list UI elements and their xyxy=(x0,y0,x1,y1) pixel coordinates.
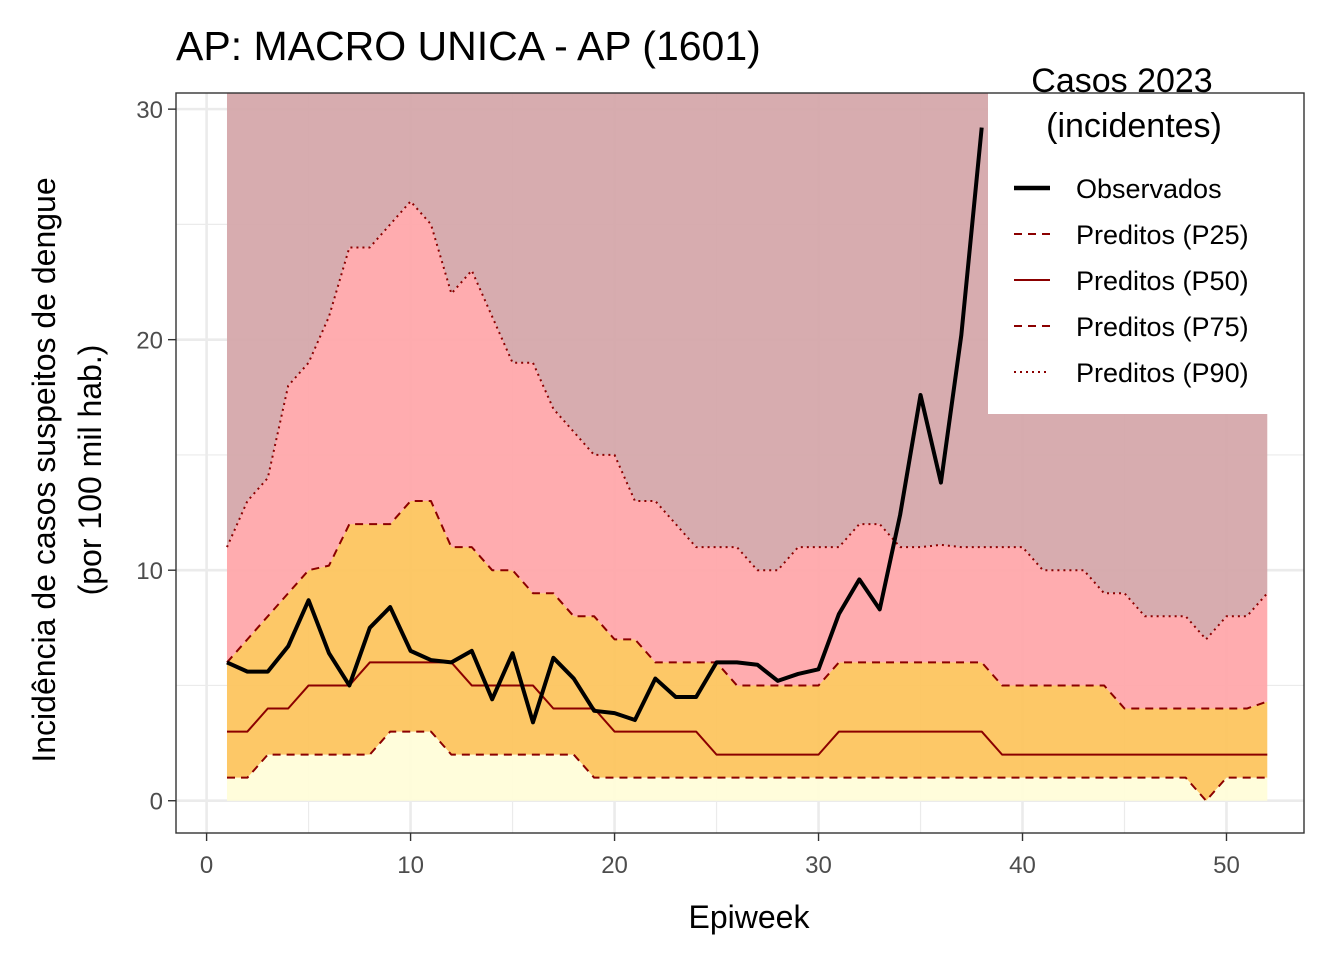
chart-title: AP: MACRO UNICA - AP (1601) xyxy=(176,23,761,69)
legend-title-line2: (incidentes) xyxy=(1046,107,1222,145)
x-tick-label: 10 xyxy=(397,852,424,879)
plot-panel-border xyxy=(175,92,1305,834)
band-p25-p75 xyxy=(226,501,1268,801)
y-tick-label: 0 xyxy=(150,789,163,816)
x-tick-label: 50 xyxy=(1213,852,1240,879)
legend-title-line1: Casos 2023 xyxy=(1031,62,1212,100)
band-p75-p90 xyxy=(226,201,1268,709)
series-lines xyxy=(226,127,1269,802)
x-tick-label: 0 xyxy=(200,852,213,879)
legend: Casos 2023 (incidentes) Observados Predit… xyxy=(1014,62,1249,388)
y-tick-label: 10 xyxy=(136,558,163,585)
series-line-p50 xyxy=(226,661,1268,756)
legend-label: Preditos (P50) xyxy=(1076,266,1249,296)
band-below-p25 xyxy=(226,731,1268,801)
x-axis-title: Epiweek xyxy=(689,899,811,935)
legend-label: Preditos (P25) xyxy=(1076,220,1249,250)
legend-label: Preditos (P90) xyxy=(1076,358,1249,388)
legend-label: Preditos (P75) xyxy=(1076,312,1249,342)
y-tick-label: 30 xyxy=(136,97,163,124)
x-axis: 0 10 20 30 40 50 xyxy=(200,833,1240,879)
legend-items: Observados Preditos (P25) Preditos (P50) Pr… xyxy=(1014,174,1249,388)
y-axis-title-line1: Incidência de casos suspeitos de dengue xyxy=(26,177,62,762)
y-tick-label: 20 xyxy=(136,328,163,355)
y-axis-title-line2: (por 100 mil hab.) xyxy=(72,345,108,596)
y-axis: 0 10 20 30 xyxy=(136,97,176,816)
series-line-p25 xyxy=(226,730,1268,802)
x-tick-label: 20 xyxy=(601,852,628,879)
x-tick-label: 30 xyxy=(805,852,832,879)
series-line-p75 xyxy=(226,500,1268,710)
legend-box xyxy=(988,52,1310,414)
series-line-observed xyxy=(226,127,984,725)
legend-label: Observados xyxy=(1076,174,1222,204)
x-tick-label: 40 xyxy=(1009,852,1036,879)
